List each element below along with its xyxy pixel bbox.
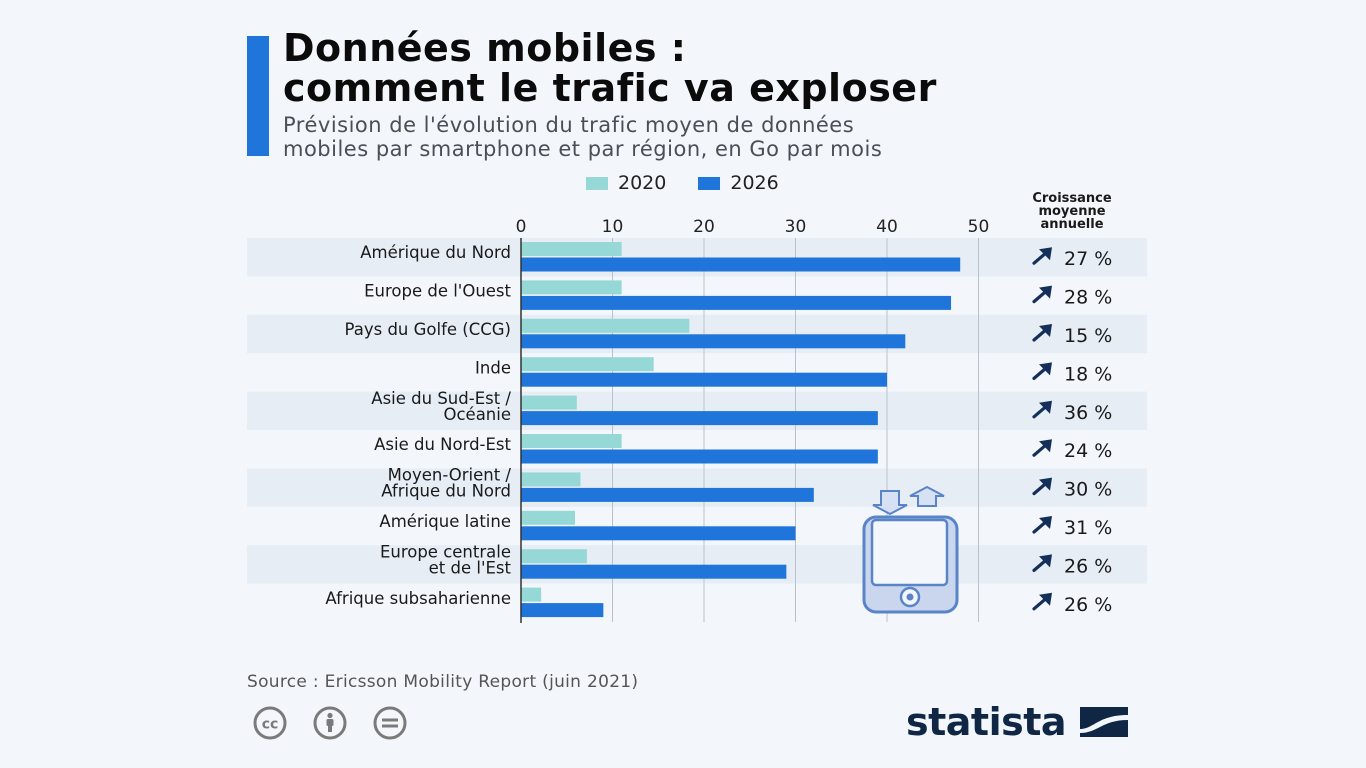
arrow-up-right-head <box>1039 362 1052 376</box>
category-label: Afrique subsaharienne <box>325 589 511 608</box>
bar-2020 <box>521 280 622 295</box>
arrow-up-right-head <box>1039 477 1052 491</box>
growth-value: 26 % <box>1064 555 1112 577</box>
arrow-up-right-head <box>1039 285 1052 299</box>
accent-bar <box>247 36 269 156</box>
bar-2026 <box>521 334 906 349</box>
bar-2026 <box>521 257 961 272</box>
bar-2026 <box>521 487 814 502</box>
legend-label-2026: 2026 <box>730 172 779 194</box>
creative-commons-icon[interactable]: cc <box>247 706 293 740</box>
chart-legend: 2020 2026 <box>586 172 779 194</box>
bar-2020 <box>521 472 581 487</box>
no-derivatives-icon[interactable] <box>367 706 413 740</box>
arrow-up-right-head <box>1039 592 1052 606</box>
growth-value: 28 % <box>1064 287 1112 309</box>
arrow-up-right-head <box>1039 400 1052 414</box>
category-label: Asie du Sud-Est / Océanie <box>371 389 511 424</box>
growth-value: 30 % <box>1064 479 1112 501</box>
title-line-1: Données mobiles : <box>283 26 687 70</box>
brand-logo[interactable]: statista <box>906 700 1129 744</box>
bar-2026 <box>521 449 878 464</box>
bar-2026 <box>521 372 887 387</box>
upload-arrow-icon <box>909 485 945 507</box>
download-arrow-icon <box>872 490 908 516</box>
bar-2020 <box>521 318 690 333</box>
category-label: Asie du Nord-Est <box>374 435 511 454</box>
bar-2026 <box>521 564 787 579</box>
category-label: Europe de l'Ouest <box>364 282 511 301</box>
growth-column-header: Croissance moyenne annuelle <box>1010 192 1134 231</box>
x-tick-label: 10 <box>602 217 624 237</box>
growth-header-line-1: Croissance <box>1032 191 1112 206</box>
legend-swatch-2020 <box>586 176 608 190</box>
title-line-2: comment le trafic va exploser <box>283 66 937 110</box>
x-tick-label: 40 <box>876 217 898 237</box>
source-note: Source : Ericsson Mobility Report (juin … <box>247 672 639 692</box>
legend-label-2020: 2020 <box>618 172 667 194</box>
growth-value: 36 % <box>1064 402 1112 424</box>
growth-value: 24 % <box>1064 440 1112 462</box>
brand-name: statista <box>906 700 1067 744</box>
arrow-up-right-head <box>1039 247 1052 261</box>
subtitle-line-2: mobiles par smartphone et par région, en… <box>283 137 883 161</box>
growth-header-line-3: annuelle <box>1040 217 1104 232</box>
phone-button-dot <box>906 593 914 601</box>
bar-2020 <box>521 434 622 448</box>
category-label: Moyen-Orient / Afrique du Nord <box>381 466 511 501</box>
bar-2020 <box>521 510 575 525</box>
bar-2020 <box>521 242 622 256</box>
legend-item-2020: 2020 <box>586 172 666 194</box>
x-tick-label: 50 <box>968 217 990 237</box>
attribution-icon[interactable] <box>307 706 353 740</box>
growth-value: 18 % <box>1064 363 1112 385</box>
bar-2020 <box>521 357 654 372</box>
phone-screen <box>870 518 949 587</box>
growth-value: 27 % <box>1064 248 1112 270</box>
chart-title: Données mobiles : comment le trafic va e… <box>283 28 937 108</box>
growth-value: 26 % <box>1064 594 1112 616</box>
category-label: Europe centrale et de l'Est <box>380 542 512 577</box>
bar-2020 <box>521 395 577 410</box>
legend-swatch-2026 <box>698 176 721 190</box>
bar-2020 <box>521 549 587 564</box>
arrow-up-right-head <box>1039 439 1052 453</box>
x-tick-label: 0 <box>516 217 527 237</box>
category-label: Amérique latine <box>379 512 511 531</box>
category-label: Pays du Golfe (CCG) <box>345 320 511 339</box>
bar-2026 <box>521 295 952 310</box>
bar-2026 <box>521 526 796 541</box>
arrow-up-right-head <box>1039 554 1052 568</box>
category-label: Amérique du Nord <box>360 243 511 262</box>
bar-2026 <box>521 603 604 618</box>
growth-value: 15 % <box>1064 325 1112 347</box>
growth-header-line-2: moyenne <box>1038 204 1106 219</box>
statista-logo-icon <box>1080 707 1129 737</box>
license-icons: cc <box>247 706 413 740</box>
bar-2026 <box>521 411 878 426</box>
subtitle-line-1: Prévision de l'évolution du trafic moyen… <box>283 113 855 137</box>
svg-text:cc: cc <box>262 717 279 733</box>
arrow-up-right-head <box>1039 516 1052 529</box>
legend-item-2026: 2026 <box>698 172 779 194</box>
bar-2020 <box>521 587 542 602</box>
growth-value: 31 % <box>1064 517 1112 539</box>
x-tick-label: 30 <box>785 217 807 237</box>
arrow-up-right-head <box>1039 324 1052 337</box>
x-tick-label: 20 <box>693 217 715 237</box>
chart-subtitle: Prévision de l'évolution du trafic moyen… <box>283 113 882 161</box>
category-label: Inde <box>475 358 511 377</box>
